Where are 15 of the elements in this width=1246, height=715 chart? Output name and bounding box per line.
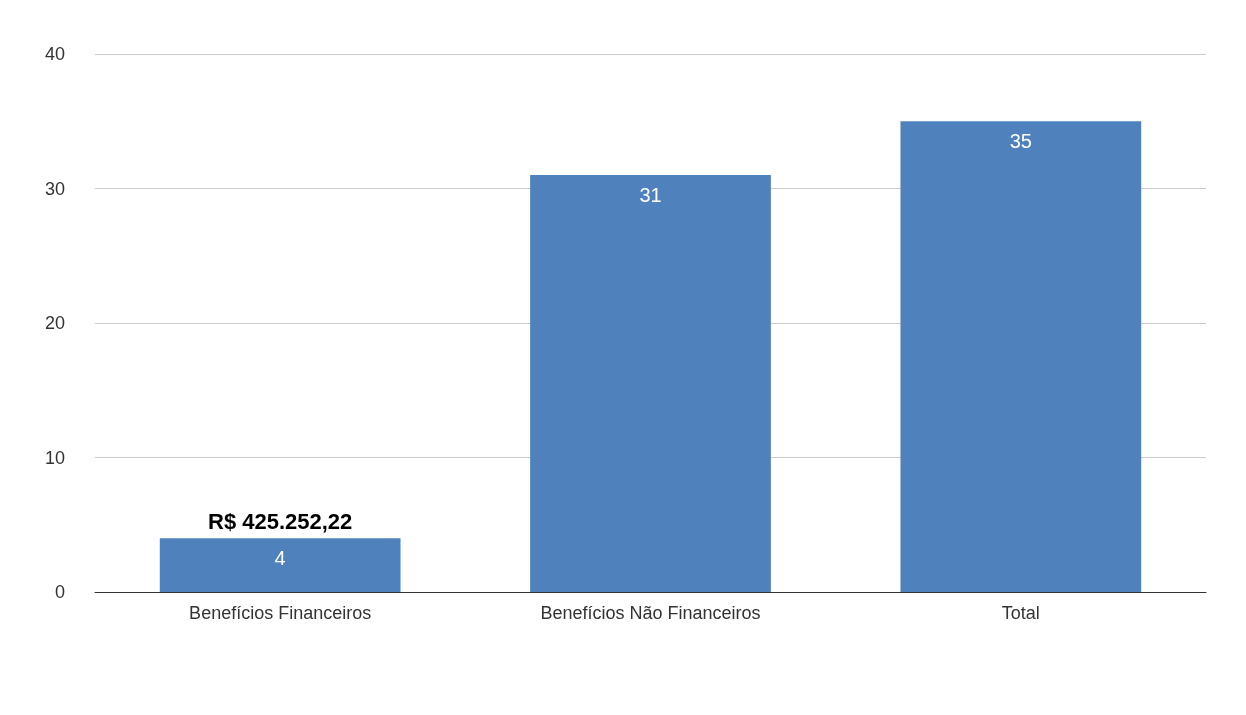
x-tick-label: Benefícios Financeiros: [189, 603, 372, 623]
data-label: 4: [274, 547, 286, 570]
x-tick-label: Total: [1001, 603, 1040, 623]
bar: [900, 121, 1142, 592]
y-tick-label: 20: [44, 313, 65, 333]
bar: [159, 538, 401, 592]
y-tick-label: 0: [54, 582, 65, 602]
data-label: 35: [1009, 130, 1032, 153]
y-tick-label: 30: [44, 178, 65, 199]
x-tick-label: Benefícios Não Financeiros: [540, 603, 761, 623]
annotation: R$ 425.252,22: [207, 508, 353, 534]
y-tick-label: 10: [44, 447, 65, 468]
y-tick-label: 40: [44, 44, 65, 64]
bar: [530, 175, 771, 592]
data-label: 31: [639, 184, 662, 207]
